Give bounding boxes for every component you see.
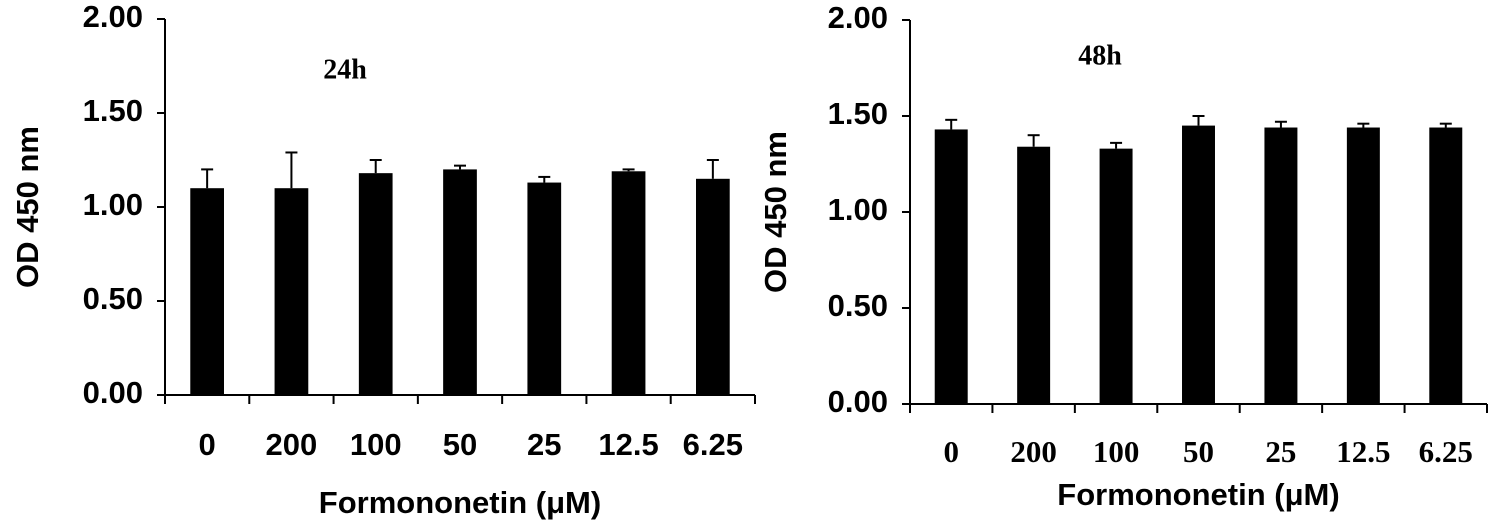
x-tick-label: 6.25 bbox=[683, 427, 743, 462]
x-axis-label: Formononetin (μM) bbox=[1057, 477, 1339, 512]
x-axis-label: Formononetin (μM) bbox=[319, 485, 601, 520]
bar bbox=[443, 169, 477, 395]
x-tick-label: 200 bbox=[1010, 434, 1057, 469]
x-tick-label: 25 bbox=[527, 427, 561, 462]
x-tick-label: 12.5 bbox=[1336, 434, 1390, 469]
bar bbox=[934, 129, 968, 404]
bar bbox=[274, 188, 309, 395]
x-tick-label: 50 bbox=[1183, 434, 1214, 469]
y-tick-label: 1.00 bbox=[828, 192, 888, 227]
bar bbox=[527, 182, 562, 395]
x-tick-label: 0 bbox=[943, 434, 959, 469]
x-tick-label: 50 bbox=[443, 427, 477, 462]
x-tick-label: 0 bbox=[199, 427, 216, 462]
y-tick-label: 0.00 bbox=[828, 384, 888, 419]
bar bbox=[1099, 148, 1133, 404]
x-tick-label: 200 bbox=[266, 427, 318, 462]
y-tick-label: 1.50 bbox=[83, 93, 143, 128]
x-tick-label: 12.5 bbox=[598, 427, 658, 462]
y-tick-label: 2.00 bbox=[83, 0, 143, 34]
bar bbox=[1429, 127, 1463, 405]
bar bbox=[358, 173, 393, 395]
y-tick-label: 0.00 bbox=[83, 375, 143, 410]
x-tick-label: 100 bbox=[350, 427, 402, 462]
bar bbox=[1346, 127, 1380, 405]
bar bbox=[1017, 146, 1051, 404]
bar bbox=[611, 171, 646, 395]
y-tick-label: 0.50 bbox=[83, 281, 143, 316]
bar bbox=[1264, 127, 1298, 405]
x-tick-label: 6.25 bbox=[1419, 434, 1473, 469]
annotation: 48h bbox=[1078, 40, 1122, 71]
x-tick-label: 100 bbox=[1093, 434, 1140, 469]
x-tick-label: 25 bbox=[1265, 434, 1296, 469]
bar bbox=[696, 178, 730, 395]
y-axis-label: OD 450 nm bbox=[758, 131, 793, 293]
y-axis-label: OD 450 nm bbox=[10, 126, 45, 288]
bar bbox=[190, 188, 224, 395]
bar bbox=[1182, 125, 1215, 404]
annotation: 24h bbox=[323, 54, 367, 85]
y-tick-label: 1.50 bbox=[828, 96, 888, 131]
y-tick-label: 2.00 bbox=[828, 0, 888, 35]
y-tick-label: 1.00 bbox=[83, 187, 143, 222]
y-tick-label: 0.50 bbox=[828, 288, 888, 323]
